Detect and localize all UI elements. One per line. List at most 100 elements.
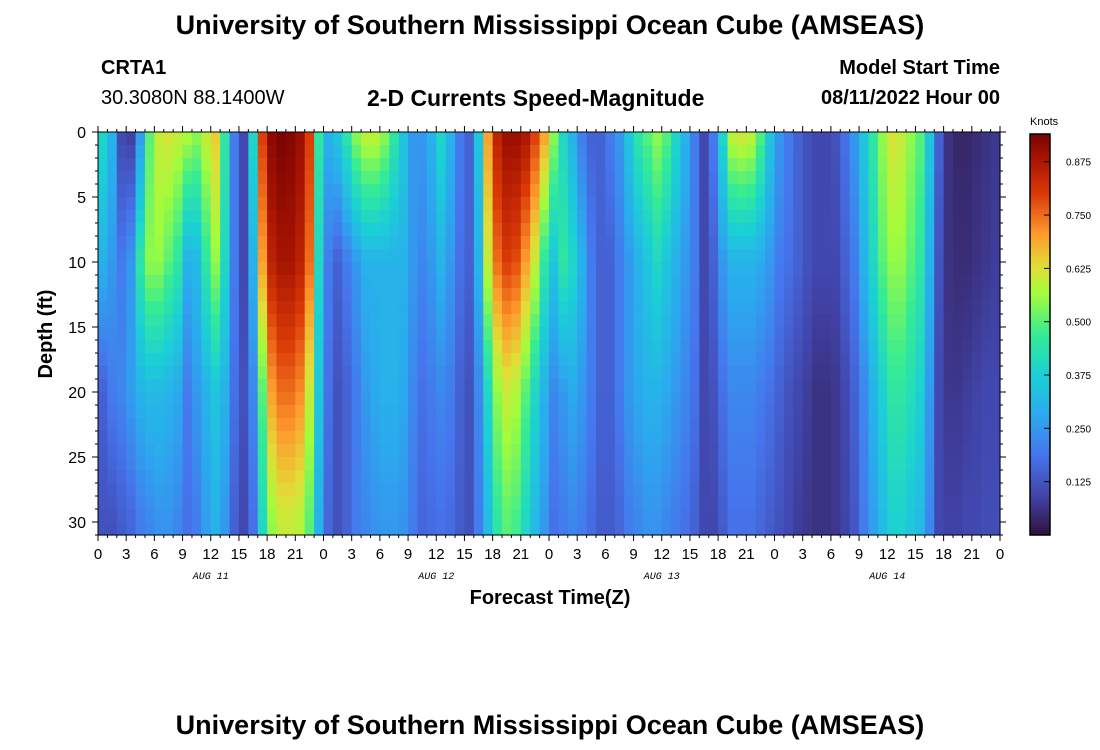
heatmap-cell xyxy=(586,184,597,198)
heatmap-cell xyxy=(361,262,372,276)
heatmap-cell xyxy=(943,431,954,445)
heatmap-cell xyxy=(624,366,635,380)
heatmap-cell xyxy=(511,288,522,302)
heatmap-cell xyxy=(144,275,155,289)
heatmap-cell xyxy=(859,470,870,484)
heatmap-cell xyxy=(802,288,813,302)
colorbar-tick-label: 0.125 xyxy=(1066,478,1091,489)
heatmap-cell xyxy=(473,483,484,497)
heatmap-cell xyxy=(605,431,616,445)
heatmap-cell xyxy=(680,158,691,172)
heatmap-cell xyxy=(671,145,682,159)
heatmap-cell xyxy=(445,314,456,328)
heatmap-cell xyxy=(802,353,813,367)
heatmap-cell xyxy=(915,171,926,185)
heatmap-cell xyxy=(191,197,202,211)
heatmap-cell xyxy=(549,314,559,328)
heatmap-cell xyxy=(107,210,118,224)
heatmap-cell xyxy=(671,327,682,341)
heatmap-cell xyxy=(577,184,588,198)
heatmap-cell xyxy=(257,366,268,380)
heatmap-cell xyxy=(116,340,127,354)
heatmap-cell xyxy=(736,314,747,328)
heatmap-cell xyxy=(868,236,879,250)
heatmap-cell xyxy=(398,444,409,458)
heatmap-cell xyxy=(257,210,268,224)
heatmap-cell xyxy=(906,197,917,211)
heatmap-cell xyxy=(238,301,249,315)
heatmap-cell xyxy=(530,418,541,432)
heatmap-cell xyxy=(633,366,644,380)
heatmap-cell xyxy=(182,444,193,458)
heatmap-cell xyxy=(953,314,964,328)
heatmap-cell xyxy=(257,405,268,419)
heatmap-cell xyxy=(605,496,616,510)
station-coords: 30.3080N 88.1400W xyxy=(101,87,285,109)
heatmap-cell xyxy=(276,483,287,497)
heatmap-cell xyxy=(595,509,606,523)
heatmap-cell xyxy=(953,158,964,172)
heatmap-cell xyxy=(624,496,635,510)
heatmap-cell xyxy=(605,418,616,432)
heatmap-cell xyxy=(567,249,578,263)
heatmap-cell xyxy=(915,275,926,289)
heatmap-cell xyxy=(257,184,268,198)
heatmap-cell xyxy=(981,223,992,237)
heatmap-cell xyxy=(981,327,992,341)
heatmap-cell xyxy=(464,236,475,250)
heatmap-cell xyxy=(398,379,409,393)
heatmap-cell xyxy=(567,405,578,419)
heatmap-cell xyxy=(154,301,165,315)
heatmap-cell xyxy=(727,262,738,276)
heatmap-cell xyxy=(981,132,992,146)
heatmap-cell xyxy=(98,210,108,224)
heatmap-cell xyxy=(229,262,240,276)
heatmap-cell xyxy=(595,158,606,172)
heatmap-cell xyxy=(793,418,804,432)
heatmap-cell xyxy=(624,483,635,497)
heatmap-cell xyxy=(502,366,513,380)
heatmap-cell xyxy=(182,145,193,159)
heatmap-cell xyxy=(736,457,747,471)
heatmap-cell xyxy=(633,132,644,146)
heatmap-cell xyxy=(295,366,306,380)
heatmap-cell xyxy=(990,509,1001,523)
heatmap-cell xyxy=(896,444,907,458)
heatmap-cell xyxy=(116,457,127,471)
heatmap-cell xyxy=(379,171,390,185)
heatmap-cell xyxy=(238,158,249,172)
heatmap-cell xyxy=(417,392,428,406)
heatmap-cell xyxy=(464,223,475,237)
heatmap-cell xyxy=(539,197,550,211)
heatmap-cell xyxy=(257,483,268,497)
heatmap-cell xyxy=(549,522,559,536)
heatmap-cell xyxy=(971,197,982,211)
heatmap-cell xyxy=(483,158,494,172)
heatmap-cell xyxy=(642,262,653,276)
heatmap-cell xyxy=(614,262,625,276)
heatmap-cell xyxy=(605,405,616,419)
heatmap-cell xyxy=(661,314,672,328)
heatmap-cell xyxy=(285,223,296,237)
heatmap-cell xyxy=(614,223,625,237)
heatmap-cell xyxy=(267,483,278,497)
heatmap-cell xyxy=(229,496,240,510)
heatmap-cell xyxy=(107,275,118,289)
heatmap-cell xyxy=(238,184,249,198)
heatmap-cell xyxy=(455,340,466,354)
heatmap-cell xyxy=(304,132,315,146)
heatmap-cell xyxy=(520,405,531,419)
heatmap-cell xyxy=(689,262,700,276)
heatmap-cell xyxy=(549,418,559,432)
heatmap-cell xyxy=(783,327,794,341)
heatmap-cell xyxy=(511,340,522,354)
heatmap-cell xyxy=(652,171,663,185)
heatmap-cell xyxy=(943,327,954,341)
heatmap-cell xyxy=(332,366,343,380)
heatmap-cell xyxy=(595,288,606,302)
heatmap-cell xyxy=(445,210,456,224)
heatmap-cell xyxy=(877,405,888,419)
heatmap-cell xyxy=(812,145,823,159)
heatmap-cell xyxy=(962,522,973,536)
heatmap-cell xyxy=(783,275,794,289)
